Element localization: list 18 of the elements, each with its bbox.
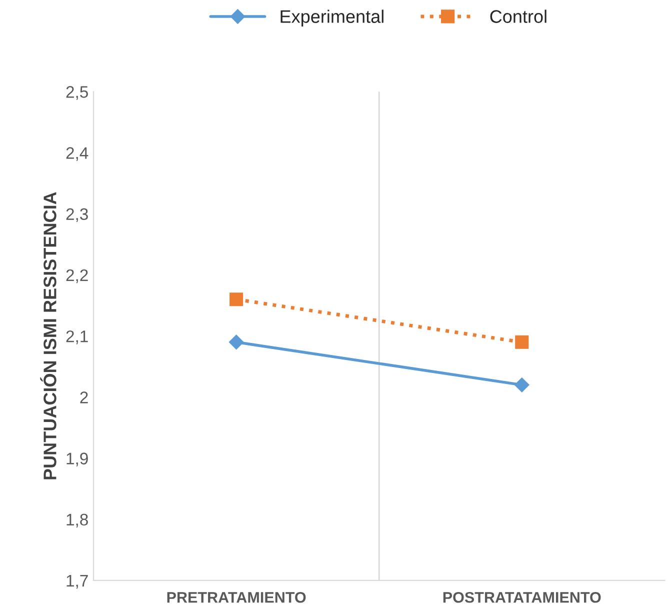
point [514, 378, 530, 392]
x-tick-label: POSTRATATAMIENTO [443, 592, 601, 603]
y-tick-label: 2,4 [66, 147, 88, 161]
y-tick-label: 2 [80, 392, 88, 404]
legend-label: Control [490, 10, 546, 23]
y-tick-label: 1,9 [66, 452, 88, 466]
y-tick-label: 2,1 [66, 330, 88, 344]
y-tick-label: 2,5 [66, 86, 88, 100]
point [515, 335, 529, 349]
y-axis-title: PUNTUACIÓN ISMI RESISTENCIA [40, 192, 56, 480]
point [228, 334, 244, 350]
y-tick-label: 1,7 [66, 575, 88, 589]
x-tick-label: PRETRATAMIENTO [167, 592, 306, 603]
point [230, 292, 244, 306]
y-tick-label: 1,8 [66, 514, 88, 528]
y-tick-label: 2,3 [66, 208, 88, 222]
legend-label: Experimental [280, 10, 384, 27]
y-tick-label: 2,2 [66, 269, 88, 284]
